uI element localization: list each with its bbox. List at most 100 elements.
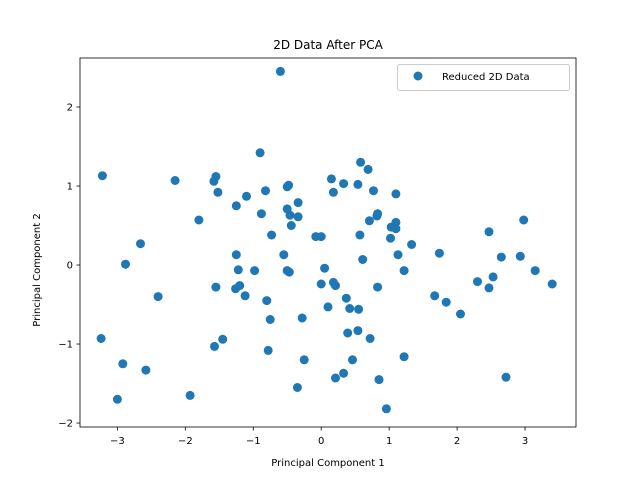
data-point: [326, 174, 336, 184]
data-point: [112, 394, 122, 404]
data-point: [235, 281, 245, 291]
data-point: [231, 250, 241, 260]
data-point: [356, 157, 366, 167]
data-point: [185, 390, 195, 400]
legend-label: Reduced 2D Data: [442, 72, 530, 83]
data-point: [293, 198, 303, 208]
data-point: [299, 355, 309, 365]
data-point: [353, 326, 363, 336]
data-point: [213, 187, 223, 197]
data-point: [386, 233, 395, 243]
data-point: [284, 180, 294, 190]
y-tick-label: 0: [67, 261, 73, 272]
data-point: [519, 215, 529, 225]
data-point: [496, 252, 506, 262]
y-tick-label: −2: [58, 419, 73, 430]
data-point: [316, 232, 326, 242]
data-point: [484, 283, 494, 293]
data-point: [262, 296, 272, 306]
y-tick-label: −1: [58, 340, 73, 351]
data-point: [515, 251, 525, 261]
data-point: [293, 212, 303, 222]
data-point: [354, 304, 364, 314]
data-point: [343, 328, 353, 338]
data-point: [279, 250, 289, 260]
data-point: [136, 239, 145, 249]
data-point: [369, 186, 378, 196]
data-point: [250, 266, 260, 276]
data-point: [345, 304, 355, 313]
data-point: [363, 164, 373, 174]
y-axis-label: Principal Component 2: [32, 213, 43, 326]
data-point: [391, 189, 401, 199]
data-point: [530, 266, 540, 276]
data-point: [355, 230, 365, 240]
data-point: [170, 176, 180, 185]
data-point: [341, 293, 351, 303]
x-tick-label: −2: [178, 436, 193, 447]
data-point: [211, 172, 221, 181]
data-point: [501, 372, 511, 382]
data-point: [292, 383, 302, 392]
data-point: [323, 302, 333, 312]
legend-marker: [413, 71, 423, 81]
y-tick-label: 1: [67, 182, 73, 193]
data-point: [153, 292, 163, 302]
data-point: [267, 230, 277, 240]
data-point: [391, 217, 401, 227]
x-tick-label: 0: [318, 436, 324, 447]
data-point: [256, 209, 266, 219]
axes: −3 −2 −1 0 1 2 3 −2 −1 0 1 2: [58, 57, 577, 447]
data-point: [339, 179, 349, 189]
data-point: [194, 215, 204, 225]
data-point: [348, 355, 357, 365]
x-axis-label: Principal Component 1: [271, 458, 384, 469]
plot-frame: [79, 57, 577, 428]
data-point: [255, 148, 265, 158]
x-tick-label: −1: [246, 436, 261, 447]
data-point: [265, 315, 275, 324]
data-point: [331, 373, 340, 383]
data-point: [263, 345, 273, 355]
data-point: [381, 404, 391, 414]
data-point: [430, 291, 440, 301]
data-point: [328, 187, 338, 197]
data-point: [399, 266, 409, 276]
x-tick-label: 3: [522, 436, 528, 447]
data-point: [284, 267, 294, 277]
data-point: [339, 368, 349, 378]
data-point: [242, 191, 251, 201]
data-point: [393, 250, 403, 260]
legend-box: [397, 64, 570, 91]
data-point: [275, 66, 285, 76]
data-point: [353, 179, 363, 189]
data-point: [211, 282, 221, 292]
data-point: [297, 313, 307, 323]
data-point: [456, 309, 465, 319]
data-point: [407, 240, 417, 249]
data-point: [97, 171, 107, 181]
data-point: [233, 265, 243, 275]
data-point: [210, 341, 219, 351]
data-point: [373, 209, 383, 219]
data-point: [240, 291, 250, 301]
data-point: [547, 279, 557, 289]
data-point: [286, 221, 296, 230]
data-points: [96, 66, 557, 414]
data-point: [374, 375, 384, 385]
chart-title: 2D Data After PCA: [273, 38, 383, 52]
data-point: [218, 334, 228, 344]
data-point: [118, 359, 128, 369]
data-point: [488, 272, 498, 282]
data-point: [261, 186, 270, 196]
data-point: [391, 224, 401, 234]
data-point: [434, 248, 444, 258]
data-point: [331, 281, 340, 291]
data-point: [365, 334, 375, 343]
data-point: [320, 263, 330, 273]
data-point: [364, 216, 374, 226]
data-point: [231, 201, 241, 211]
data-point: [96, 334, 106, 343]
data-point: [121, 259, 130, 269]
data-point: [141, 365, 151, 375]
